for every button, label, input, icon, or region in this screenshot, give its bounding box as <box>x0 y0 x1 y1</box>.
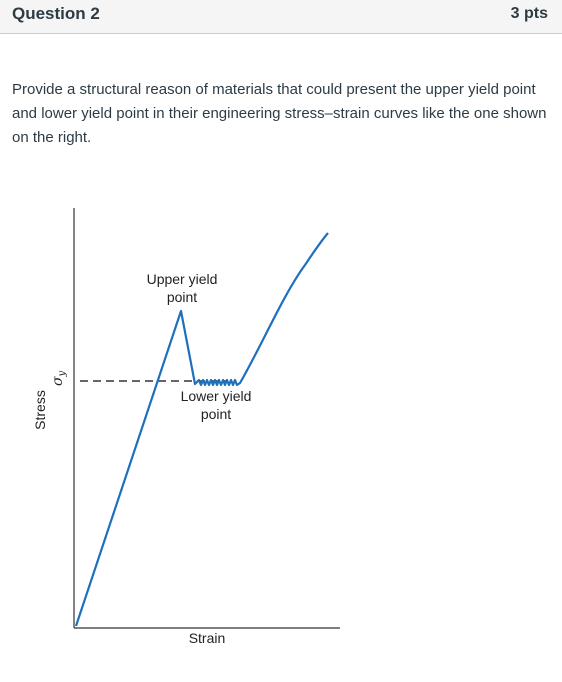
svg-text:σy: σy <box>50 370 68 386</box>
question-points: 3 pts <box>510 5 548 22</box>
yield-stress-symbol: σy <box>50 370 68 386</box>
y-axis-label: Stress <box>32 390 48 430</box>
question-prompt: Provide a structural reason of materials… <box>12 81 547 146</box>
question-title: Question 2 <box>12 4 100 23</box>
question-header: Question 2 3 pts <box>0 0 562 34</box>
x-axis-label: Strain <box>189 630 226 646</box>
stress-strain-curve <box>74 232 329 627</box>
upper-yield-label-line1: Upper yield <box>147 271 218 287</box>
sigma-subscript: y <box>57 370 68 377</box>
upper-yield-label-line2: point <box>167 289 197 305</box>
lower-yield-label-line1: Lower yield <box>181 388 252 404</box>
sigma-symbol: σ <box>50 376 66 386</box>
lower-yield-label-line2: point <box>201 406 231 422</box>
